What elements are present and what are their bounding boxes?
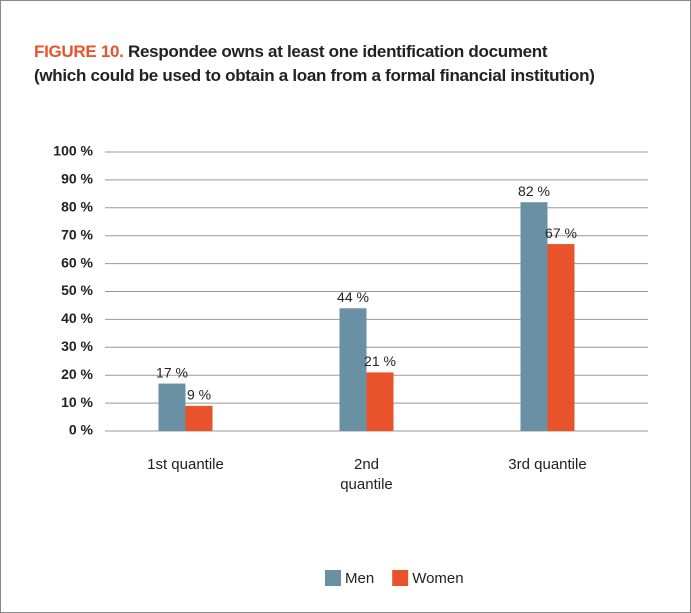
bar bbox=[185, 405, 213, 431]
x-tick-label: 3rd quantile bbox=[508, 456, 587, 473]
bar bbox=[158, 383, 186, 431]
y-tick-label: 60 % bbox=[61, 254, 93, 270]
y-tick-label: 30 % bbox=[61, 338, 93, 354]
data-label: 21 % bbox=[364, 353, 396, 369]
data-label: 67 % bbox=[545, 225, 577, 241]
y-tick-label: 100 % bbox=[53, 143, 93, 159]
chart-title: Respondee owns at least one identificati… bbox=[128, 42, 548, 61]
data-label: 17 % bbox=[156, 364, 188, 380]
y-tick-label: 40 % bbox=[61, 310, 93, 326]
data-label: 44 % bbox=[337, 289, 369, 305]
legend-label: Women bbox=[412, 570, 463, 587]
legend-swatch bbox=[325, 570, 341, 586]
y-tick-label: 10 % bbox=[61, 394, 93, 410]
legend-label: Men bbox=[345, 570, 374, 587]
bar bbox=[547, 244, 575, 431]
legend-swatch bbox=[392, 570, 409, 586]
y-tick-label: 50 % bbox=[61, 282, 93, 298]
data-label: 9 % bbox=[187, 387, 211, 403]
figure-label: FIGURE 10. bbox=[34, 42, 124, 61]
data-label: 82 % bbox=[518, 183, 550, 199]
bar bbox=[339, 308, 367, 431]
chart-subtitle: (which could be used to obtain a loan fr… bbox=[34, 66, 595, 85]
bar bbox=[520, 202, 548, 431]
x-tick-label: 2nd quantile bbox=[340, 456, 393, 493]
title-block: FIGURE 10. Respondee owns at least one i… bbox=[34, 40, 674, 88]
y-tick-label: 20 % bbox=[61, 366, 93, 382]
y-tick-label: 80 % bbox=[61, 199, 93, 215]
x-tick-label: 1st quantile bbox=[147, 456, 224, 473]
y-tick-label: 70 % bbox=[61, 226, 93, 242]
y-tick-label: 90 % bbox=[61, 171, 93, 187]
y-tick-label: 0 % bbox=[69, 422, 94, 438]
bar bbox=[366, 372, 394, 431]
